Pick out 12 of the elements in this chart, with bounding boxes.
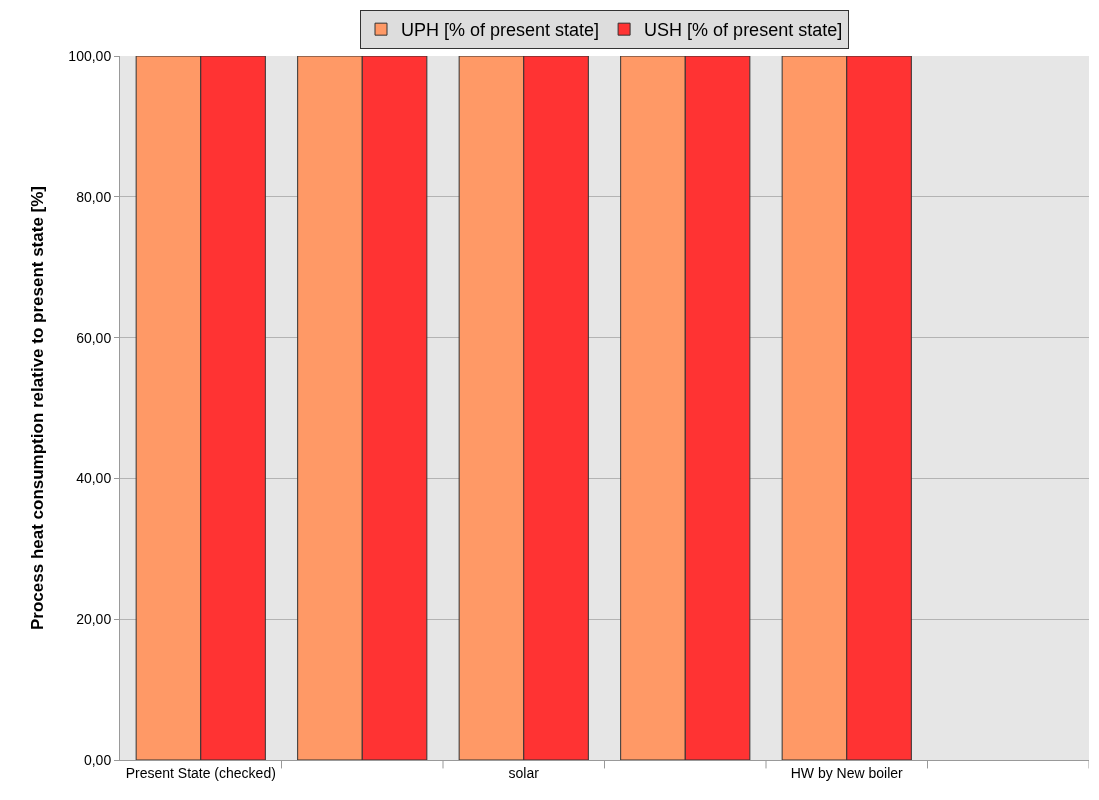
y-tick-label: 80,00 <box>76 188 112 205</box>
y-tick-label: 0,00 <box>83 751 112 768</box>
legend-label: USH [% of present state] <box>644 20 843 41</box>
x-tick-label: solar <box>508 764 540 781</box>
y-tick-label: 40,00 <box>76 470 112 487</box>
y-axis-title: Process heat consumption relative to present state [%] <box>27 185 47 631</box>
legend-label: UPH [% of present state] <box>401 20 600 41</box>
y-tick-label: 100,00 <box>68 47 112 64</box>
x-tick-label: Present State (checked) <box>125 764 276 781</box>
x-tick-label: HW by New boiler <box>790 764 904 781</box>
y-tick-label: 20,00 <box>76 611 112 628</box>
y-tick-label: 60,00 <box>76 329 112 346</box>
